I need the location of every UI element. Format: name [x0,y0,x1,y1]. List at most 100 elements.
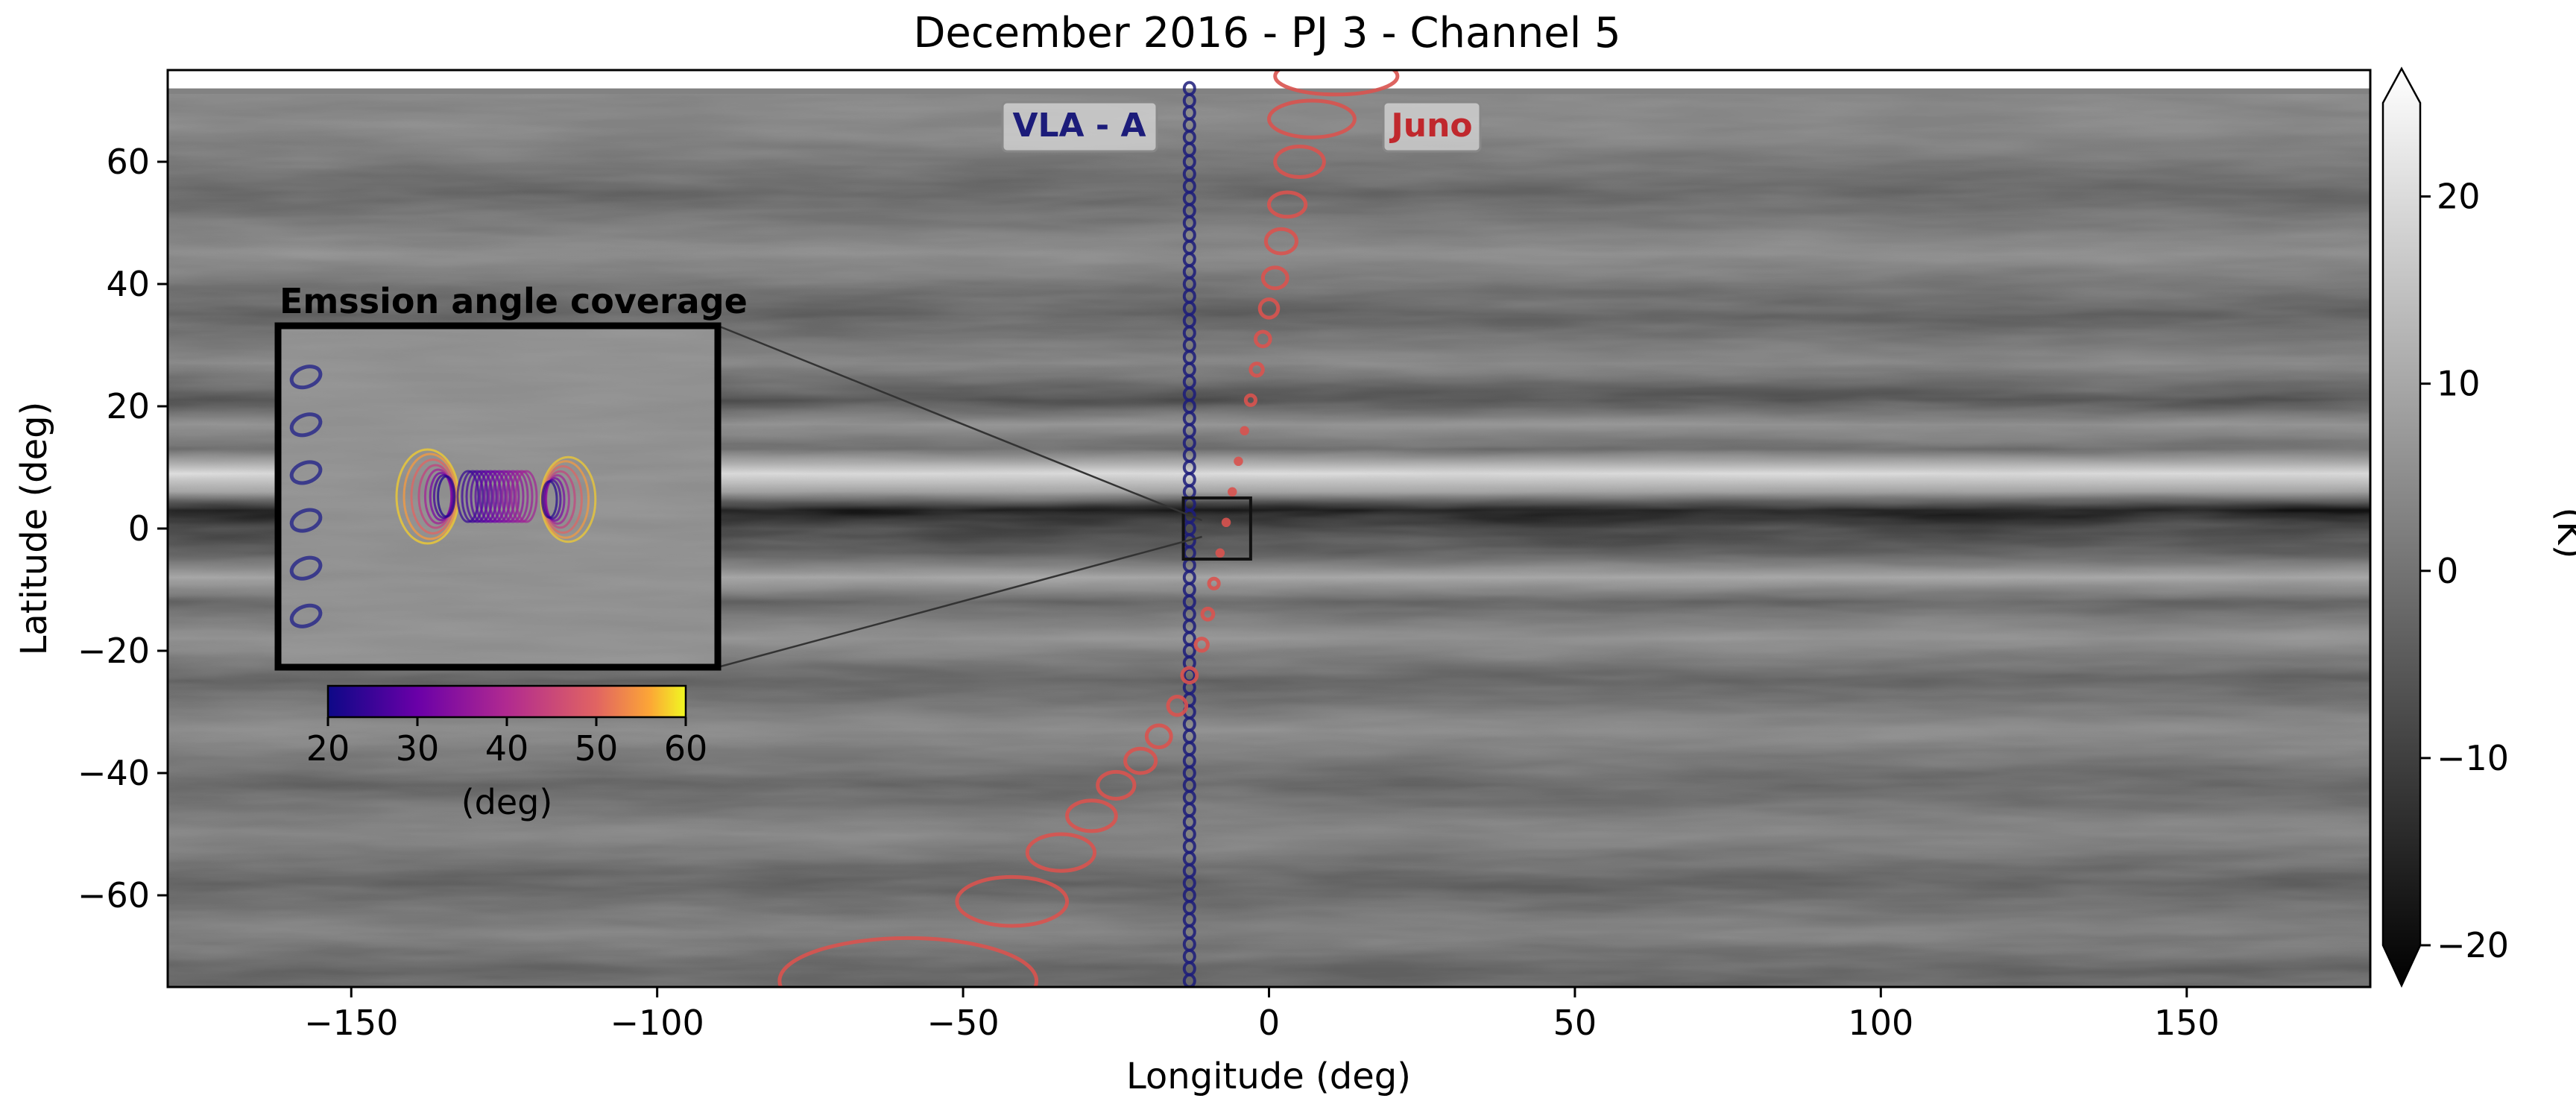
inset-colorbar-tick-label: 20 [306,728,350,769]
inset-colorbar-tick-label: 50 [575,728,619,769]
x-tick-label: 0 [1258,1003,1280,1043]
y-tick-label: −40 [78,753,150,793]
inset-juno-core [479,470,502,523]
colorbar-tick-label: 10 [2437,364,2481,404]
inset: Emssion angle coverage 20 30 40 50 60 (deg) [274,281,748,822]
inset-juno-core [487,470,511,523]
juno-footprint [1200,606,1216,622]
inset-juno-core [483,470,507,523]
inset-juno-core [514,470,538,523]
inset-juno-core [456,470,480,523]
inset-juno-core [496,470,520,523]
inset-vla-footprint [289,412,323,438]
juno-footprint [1065,798,1118,833]
inset-juno-loop [437,475,456,518]
juno-footprint [1228,487,1237,497]
juno-footprint [1243,393,1257,407]
y-tick-label: 0 [128,508,150,549]
y-tick-label: 60 [106,142,150,182]
juno-footprint [1193,637,1210,653]
inset-juno-loop [402,452,458,540]
x-axis: −150 −100 −50 0 50 100 150 [304,987,2220,1043]
colorbar-tick-label: −10 [2437,738,2509,778]
zoom-connector-bottom [717,535,1202,669]
colorbar-body [2381,66,2422,988]
vla-footprints [1182,81,1196,987]
vla-label: VLA - A [1012,107,1146,145]
inset-colorbar-label: (deg) [461,782,553,822]
inset-vla-footprint [289,508,323,533]
inset-vla-footprint [289,365,323,390]
juno-footprint [1240,426,1249,436]
juno-footprint [1025,832,1097,873]
inset-vla-footprint [289,460,323,485]
inset-juno-core [474,470,498,523]
y-tick-label: −20 [78,631,150,671]
juno-footprint [1267,190,1308,219]
juno-label: Juno [1389,107,1472,145]
inset-vla-footprint [289,603,323,628]
juno-footprint [1123,746,1158,775]
inset-title: Emssion angle coverage [280,281,748,321]
vla-annotation: VLA - A [1001,101,1158,153]
juno-footprint [1260,265,1289,291]
juno-footprints [777,70,1400,987]
juno-footprint [1221,517,1231,528]
inset-juno-loop [429,472,453,521]
y-axis: 60 40 20 0 −20 −40 −60 [78,142,168,915]
juno-footprint [1263,227,1298,256]
y-tick-label: −60 [78,875,150,915]
x-tick-label: 150 [2154,1003,2220,1043]
inset-colorbar [326,684,687,719]
chart-title: December 2016 - PJ 3 - Channel 5 [913,9,1620,57]
juno-footprint [1207,576,1221,590]
juno-footprint [1273,145,1326,179]
inset-colorbar-tick-label: 30 [396,728,440,769]
inset-juno-loop [543,479,562,520]
inset-juno-core [510,470,534,523]
inset-juno-core [492,470,516,523]
inset-juno-loop [540,480,558,519]
colorbar-ticks: 20 10 0 −10 −20 [2420,177,2509,965]
juno-annotation: Juno [1382,101,1482,153]
juno-footprint [777,936,1039,987]
inset-juno-footprints [395,448,597,545]
colorbar-tick-label: 0 [2437,551,2458,591]
juno-footprint [1248,362,1265,378]
inset-juno-core [505,470,529,523]
inset-colorbar-tick-label: 60 [664,728,708,769]
colorbar-tick-label: −20 [2437,925,2509,965]
y-tick-label: 20 [106,386,150,426]
juno-footprint [1267,98,1357,139]
inset-colorbar-tick-label: 40 [485,728,529,769]
juno-footprint [1257,297,1281,320]
juno-footprint [1096,769,1137,801]
inset-juno-loop [432,474,455,519]
juno-footprint [1273,70,1400,97]
x-tick-label: 100 [1848,1003,1913,1043]
colorbar: 20 10 0 −10 −20 (K) [2381,66,2576,988]
x-tick-label: 50 [1553,1003,1597,1043]
inset-juno-core [470,470,493,523]
inset-juno-core [465,470,489,523]
juno-footprint [1215,548,1225,558]
juno-footprint [1166,695,1189,717]
x-tick-label: −150 [304,1003,398,1043]
x-axis-label: Longitude (deg) [1126,1056,1411,1097]
y-tick-label: 40 [106,264,150,304]
zoom-connector-top [717,324,1203,522]
inset-vla-footprint [289,555,323,581]
juno-footprint [1144,723,1173,750]
y-axis-label: Latitude (deg) [13,402,55,656]
zoom-box [1181,496,1252,561]
juno-footprint [1180,666,1199,685]
inset-juno-core [501,470,525,523]
inset-frame [274,322,722,671]
juno-footprint [1253,329,1272,349]
inset-juno-loop [544,477,566,522]
inset-colorbar-ticks: 20 30 40 50 60 [306,717,708,769]
colorbar-label: (K) [2549,508,2576,559]
plot-area: VLA - A Juno [166,69,2372,988]
inset-vla-footprints [289,365,323,628]
